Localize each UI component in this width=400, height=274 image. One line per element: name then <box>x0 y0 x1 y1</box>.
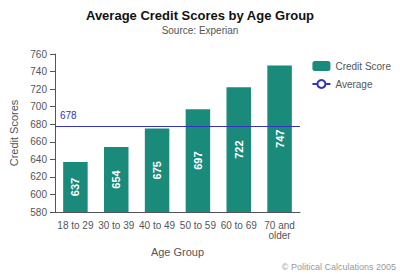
svg-text:18 to 29: 18 to 29 <box>57 220 94 231</box>
svg-text:30 to 39: 30 to 39 <box>98 220 135 231</box>
svg-text:637: 637 <box>69 178 81 196</box>
svg-text:older: older <box>268 230 291 241</box>
svg-text:720: 720 <box>30 84 47 95</box>
svg-text:747: 747 <box>274 130 286 148</box>
svg-text:680: 680 <box>30 119 47 130</box>
svg-text:Average Credit Scores by Age G: Average Credit Scores by Age Group <box>86 8 314 23</box>
svg-text:640: 640 <box>30 154 47 165</box>
svg-text:Average: Average <box>335 79 373 90</box>
svg-text:675: 675 <box>151 161 163 179</box>
svg-text:740: 740 <box>30 66 47 77</box>
svg-text:© Political Calculations 2005: © Political Calculations 2005 <box>282 262 396 272</box>
svg-text:700: 700 <box>30 101 47 112</box>
svg-text:Source: Experian: Source: Experian <box>162 25 239 36</box>
svg-text:Credit Score: Credit Score <box>335 61 391 72</box>
svg-text:580: 580 <box>30 207 47 218</box>
svg-text:660: 660 <box>30 136 47 147</box>
svg-text:760: 760 <box>30 49 47 60</box>
svg-text:60 to 69: 60 to 69 <box>221 220 258 231</box>
svg-text:697: 697 <box>192 151 204 169</box>
svg-text:678: 678 <box>60 110 77 121</box>
svg-text:654: 654 <box>110 169 122 188</box>
svg-text:50 to 59: 50 to 59 <box>180 220 217 231</box>
svg-text:Credit Scores: Credit Scores <box>8 99 20 166</box>
svg-text:40 to 49: 40 to 49 <box>139 220 176 231</box>
svg-text:70 and: 70 and <box>264 219 295 231</box>
svg-text:Age Group: Age Group <box>151 246 204 258</box>
svg-text:620: 620 <box>30 171 47 182</box>
svg-text:600: 600 <box>30 189 47 200</box>
svg-text:722: 722 <box>233 140 245 158</box>
